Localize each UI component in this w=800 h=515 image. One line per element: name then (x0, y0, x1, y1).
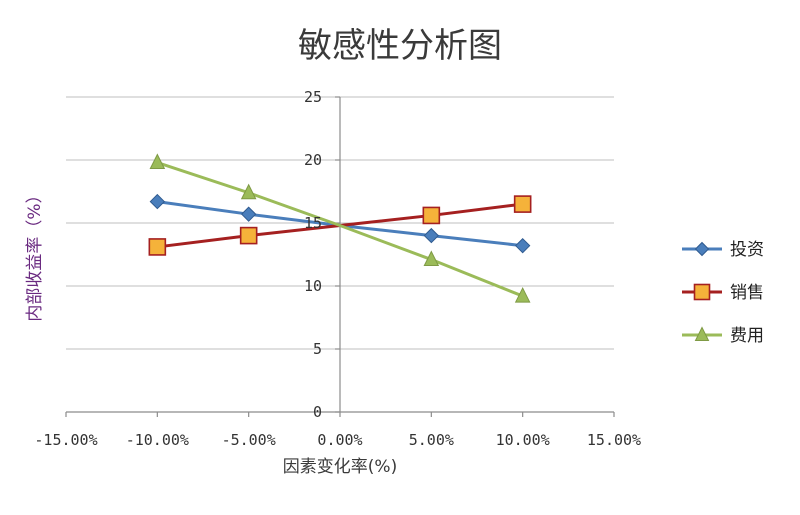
chart-title: 敏感性分析图 (298, 26, 502, 66)
x-tick-label: 0.00% (317, 431, 362, 449)
y-tick-label: 20 (304, 151, 322, 169)
x-tick-label: 10.00% (496, 431, 550, 449)
y-axis-label: 内部收益率（%） (25, 186, 45, 321)
legend-marker-1 (693, 283, 711, 301)
x-tick-label: -15.00% (34, 431, 97, 449)
series-2-point (240, 183, 257, 200)
series-2-point (149, 153, 166, 170)
x-tick-label: 5.00% (409, 431, 454, 449)
series-1-point (513, 195, 532, 213)
y-tick-label: 10 (304, 277, 322, 295)
legend-label-1: 销售 (730, 283, 764, 303)
y-tick-label: 15 (304, 214, 322, 232)
series-0-point (149, 193, 166, 210)
series-1-point (148, 238, 167, 256)
series-layer (148, 153, 532, 303)
series-0-point (423, 227, 440, 244)
y-tick-label: 25 (304, 88, 322, 106)
series-0-point (240, 206, 257, 222)
y-tick-label: 5 (313, 340, 322, 358)
x-tick-label: -10.00% (126, 431, 189, 449)
legend-label-0: 投资 (730, 240, 764, 260)
x-axis-label: 因素变化率(%) (283, 457, 397, 477)
series-1-point (422, 206, 441, 225)
legend-marker-2 (694, 326, 710, 341)
x-tick-label: 15.00% (587, 431, 641, 449)
series-line-2 (156, 161, 524, 298)
y-tick-label: 0 (313, 403, 322, 421)
series-1-point (239, 226, 258, 245)
series-2-point (423, 250, 440, 267)
x-tick-label: -5.00% (222, 431, 276, 449)
axis-layer (65, 96, 615, 417)
series-0-point (514, 237, 531, 254)
legend-marker-0 (694, 241, 710, 257)
tick-layer: 0 5 10 15 20 25 -15.00% -10.00% -5.00% 0.00% 5.00%… (34, 88, 641, 449)
legend-label-2: 费用 (730, 326, 764, 346)
series-2-point (514, 286, 531, 303)
